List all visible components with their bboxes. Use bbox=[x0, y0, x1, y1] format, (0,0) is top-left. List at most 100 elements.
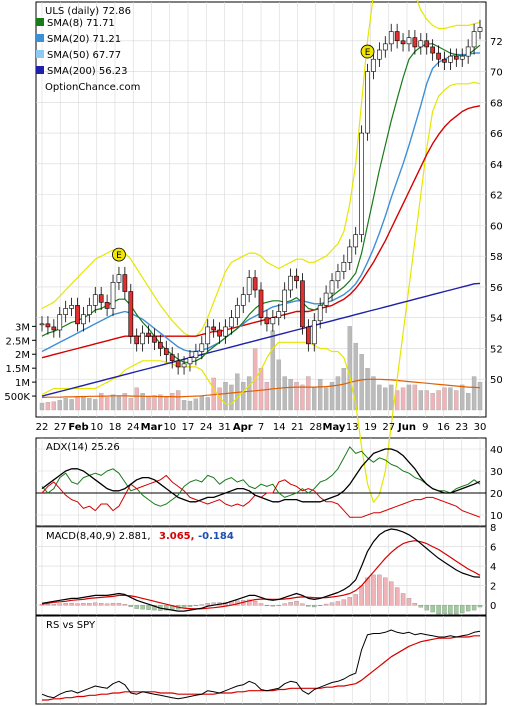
volume-bar bbox=[134, 387, 139, 411]
volume-bar bbox=[394, 390, 400, 411]
price-candle bbox=[57, 314, 63, 331]
macd-histogram-bar bbox=[152, 605, 157, 611]
x-tick-label: Mar bbox=[141, 422, 163, 433]
volume-bar bbox=[448, 387, 453, 411]
macd-histogram-bar bbox=[359, 585, 364, 606]
macd-histogram-bar bbox=[323, 603, 329, 606]
price-candle bbox=[187, 357, 193, 365]
volume-bar bbox=[258, 368, 264, 411]
price-candle bbox=[436, 52, 441, 60]
price-candle bbox=[92, 294, 98, 306]
macd-histogram-bar bbox=[264, 605, 270, 606]
price-candle bbox=[377, 49, 382, 60]
price-candle bbox=[294, 275, 299, 282]
volume-bar bbox=[140, 393, 145, 411]
volume-bar bbox=[69, 399, 74, 411]
price-candle bbox=[471, 31, 477, 48]
price-candle bbox=[169, 354, 175, 362]
volume-tick-label: 2.5M bbox=[5, 336, 30, 347]
macd-histogram-bar bbox=[110, 603, 116, 606]
volume-bar bbox=[418, 390, 424, 411]
volume-bar bbox=[270, 330, 276, 411]
price-candle bbox=[258, 289, 264, 318]
macd-histogram-bar bbox=[122, 604, 128, 606]
macd-signal-line bbox=[41, 540, 481, 610]
rs-average-line bbox=[42, 635, 480, 701]
macd-histogram-bar bbox=[69, 603, 74, 606]
x-tick-label: 10 bbox=[163, 422, 176, 433]
macd-line bbox=[41, 528, 481, 612]
macd-histogram-bar bbox=[430, 605, 435, 613]
macd-histogram-bar bbox=[81, 603, 86, 606]
macd-histogram-bar bbox=[57, 603, 62, 606]
watermark: OptionChance.com bbox=[45, 82, 140, 93]
price-candle bbox=[365, 71, 370, 134]
volume-bar bbox=[317, 379, 323, 411]
price-candle bbox=[264, 317, 270, 325]
macd-histogram-bar bbox=[270, 605, 276, 607]
plus-di-line bbox=[41, 446, 481, 507]
volume-bar bbox=[223, 381, 228, 411]
volume-bar bbox=[471, 376, 477, 411]
earnings-markers: EE bbox=[112, 44, 375, 262]
price-candle bbox=[388, 31, 394, 45]
volume-bar bbox=[122, 393, 128, 411]
volume-bar bbox=[51, 401, 57, 411]
price-tick-label: 66 bbox=[490, 129, 503, 140]
volume-bar bbox=[63, 398, 68, 411]
adx-tick-label: 10 bbox=[490, 511, 503, 522]
volume-bar bbox=[353, 342, 358, 411]
macd-histogram-bar bbox=[104, 603, 110, 606]
macd-signal-value: 3.065, bbox=[159, 531, 194, 542]
volume-bar bbox=[389, 384, 394, 411]
x-tick-label: 31 bbox=[218, 422, 231, 433]
earnings-marker-label: E bbox=[365, 48, 371, 58]
macd-histogram-bar bbox=[93, 602, 98, 606]
macd-histogram-bar bbox=[300, 603, 305, 606]
volume-average-line bbox=[41, 378, 481, 399]
volume-bar bbox=[199, 395, 205, 411]
price-candle bbox=[430, 46, 435, 54]
price-candle bbox=[39, 323, 45, 326]
macd-tick-label: 6 bbox=[490, 543, 496, 554]
price-candle bbox=[163, 348, 169, 355]
volume-bar bbox=[341, 368, 347, 411]
volume-bar bbox=[442, 387, 447, 411]
macd-tick-label: 0 bbox=[490, 601, 496, 612]
volume-bar bbox=[359, 354, 364, 411]
volume-bar bbox=[241, 381, 246, 411]
price-candle bbox=[152, 335, 157, 343]
x-tick-label: 16 bbox=[437, 422, 450, 433]
macd-tick-label: 2 bbox=[490, 582, 496, 593]
price-candle bbox=[240, 294, 246, 306]
volume-bar bbox=[93, 399, 98, 411]
price-candle bbox=[223, 326, 228, 337]
price-candle bbox=[234, 305, 240, 318]
macd-histogram-bar bbox=[246, 599, 252, 606]
price-candle bbox=[98, 294, 104, 303]
price-candle bbox=[122, 274, 128, 292]
legend-item-sma50: SMA(50) 67.77 bbox=[47, 50, 121, 61]
price-candle bbox=[276, 311, 282, 318]
volume-bar bbox=[146, 395, 151, 411]
earnings-marker bbox=[360, 44, 375, 59]
macd-histogram-bar bbox=[164, 605, 169, 611]
price-candle bbox=[306, 326, 311, 345]
price-candle bbox=[459, 55, 465, 60]
macd-histogram-bar bbox=[477, 605, 483, 608]
macd-histogram-bar bbox=[383, 577, 388, 606]
volume-bar bbox=[400, 387, 406, 411]
x-tick-label: 21 bbox=[291, 422, 304, 433]
price-tick-label: 52 bbox=[490, 344, 503, 355]
x-tick-label: 27 bbox=[54, 422, 67, 433]
price-candle bbox=[323, 292, 329, 306]
x-tick-label: 14 bbox=[273, 422, 286, 433]
volume-bar bbox=[335, 376, 341, 411]
volume-bar bbox=[229, 384, 234, 411]
price-candle bbox=[359, 132, 364, 235]
macd-histogram-bar bbox=[400, 593, 406, 606]
macd-histogram-bar bbox=[252, 600, 258, 606]
price-candle bbox=[81, 314, 86, 325]
volume-bar bbox=[383, 387, 388, 411]
macd-histogram-bar bbox=[63, 603, 68, 606]
